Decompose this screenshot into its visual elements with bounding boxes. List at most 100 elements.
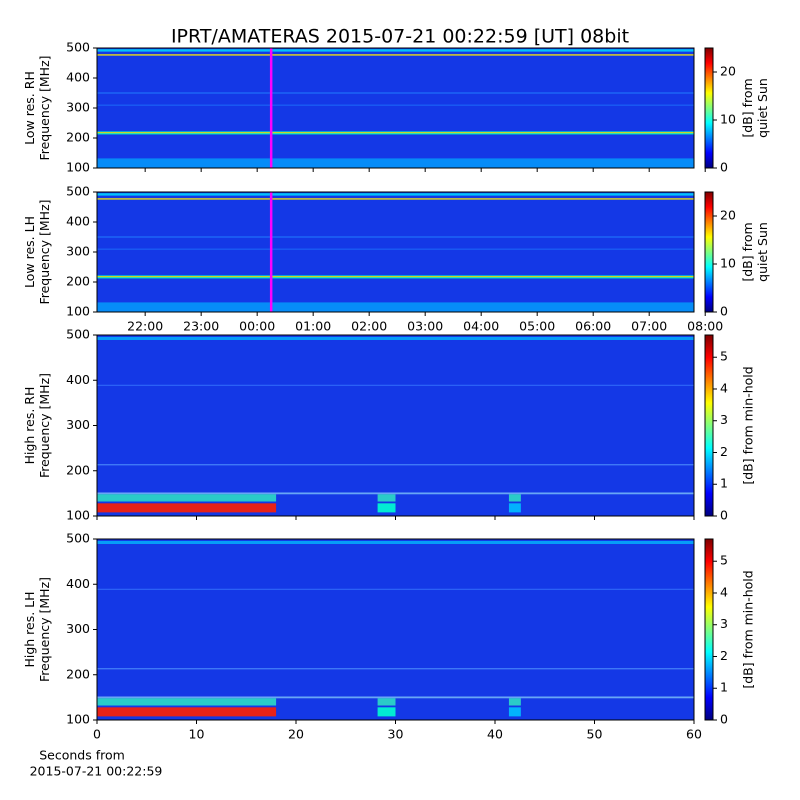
colorbar-label: quiet Sun — [755, 222, 770, 282]
colorbar-tick-label: 1 — [720, 680, 728, 695]
burst — [97, 494, 277, 502]
burst — [508, 503, 521, 513]
y-tick-label: 500 — [66, 327, 90, 342]
y-tick-label: 300 — [66, 244, 90, 259]
y-tick-label: 200 — [66, 462, 90, 477]
colorbar-tick-label: 0 — [720, 304, 728, 319]
colorbar-label: quiet Sun — [755, 78, 770, 138]
colorbar-tick-label: 20 — [720, 208, 736, 223]
x-tick-label: 03:00 — [407, 319, 443, 334]
burst — [377, 707, 396, 717]
colorbar-tick-label: 5 — [720, 553, 728, 568]
y-tick-label: 300 — [66, 417, 90, 432]
x-tick-label: 08:00 — [687, 319, 723, 334]
emission-band — [97, 236, 694, 238]
colorbar-tick-label: 10 — [720, 256, 736, 271]
colorbar-tick-label: 20 — [720, 64, 736, 79]
panel: 100 200 300 400 500 High res. RH Frequency [MH… — [22, 327, 756, 523]
emission-band — [97, 492, 694, 495]
y-tick-label: 100 — [66, 160, 90, 175]
colorbar-tick-label: 0 — [720, 712, 728, 727]
emission-band — [97, 198, 694, 200]
y-tick-label: 400 — [66, 372, 90, 387]
emission-band — [97, 668, 694, 670]
colorbar-tick-label: 2 — [720, 444, 728, 459]
y-tick-label: 100 — [66, 712, 90, 727]
emission-band — [97, 92, 694, 94]
emission-band — [97, 248, 694, 250]
colorbar-label: [dB] from — [740, 78, 755, 137]
x-tick-label: 20 — [288, 727, 304, 742]
x-tick-label: 07:00 — [631, 319, 667, 334]
y-tick-label: 100 — [66, 304, 90, 319]
y-tick-label: 400 — [66, 214, 90, 229]
x-axis-label: 2015-07-21 00:22:59 — [30, 764, 163, 779]
colorbar-tick-label: 2 — [720, 648, 728, 663]
y-tick-label: 300 — [66, 621, 90, 636]
y-axis-label: Low res. RH — [22, 71, 37, 145]
burst — [508, 698, 521, 706]
x-tick-label: 00:00 — [239, 319, 275, 334]
burst — [97, 503, 277, 513]
y-tick-label: 100 — [66, 508, 90, 523]
burst — [377, 698, 396, 706]
y-tick-label: 200 — [66, 274, 90, 289]
emission-band — [97, 541, 694, 544]
x-tick-label: 23:00 — [183, 319, 219, 334]
colorbar-tick-label: 4 — [720, 380, 728, 395]
emission-band — [97, 337, 694, 340]
x-tick-label: 40 — [487, 727, 503, 742]
emission-band — [97, 276, 694, 278]
x-tick-label: 22:00 — [127, 319, 163, 334]
emission-band — [97, 193, 694, 196]
colorbar-label: [dB] from — [740, 222, 755, 281]
y-axis-label: High res. LH — [22, 591, 37, 667]
x-tick-label: 50 — [587, 727, 603, 742]
colorbar-tick-label: 10 — [720, 112, 736, 127]
y-axis-label: Frequency [MHz] — [37, 199, 52, 304]
emission-band — [97, 588, 694, 590]
y-tick-label: 400 — [66, 70, 90, 85]
colorbar-tick-label: 1 — [720, 476, 728, 491]
y-tick-label: 200 — [66, 666, 90, 681]
colorbar-label: [dB] from min-hold — [741, 366, 756, 484]
y-axis-label: Low res. LH — [22, 216, 37, 288]
x-axis-label: Seconds from — [39, 748, 125, 763]
colorbar-tick-label: 0 — [720, 508, 728, 523]
emission-band — [97, 464, 694, 466]
burst — [97, 698, 277, 706]
burst — [508, 494, 521, 502]
y-tick-label: 300 — [66, 100, 90, 115]
colorbar-tick-label: 0 — [720, 160, 728, 175]
y-axis-label: Frequency [MHz] — [37, 577, 52, 682]
colorbar — [704, 191, 714, 313]
spectrogram-background — [97, 539, 694, 720]
burst — [508, 707, 521, 717]
colorbar-tick-label: 5 — [720, 349, 728, 364]
y-tick-label: 500 — [66, 184, 90, 199]
burst — [377, 494, 396, 502]
burst — [97, 707, 277, 717]
x-tick-label: 02:00 — [351, 319, 387, 334]
x-tick-label: 06:00 — [575, 319, 611, 334]
x-tick-label: 01:00 — [295, 319, 331, 334]
y-axis-label: Frequency [MHz] — [37, 55, 52, 160]
figure-title: IPRT/AMATERAS 2015-07-21 00:22:59 [UT] 0… — [171, 26, 629, 48]
emission-band — [97, 696, 694, 699]
y-tick-label: 500 — [66, 40, 90, 55]
x-tick-label: 60 — [686, 727, 702, 742]
colorbar-tick-label: 3 — [720, 412, 728, 427]
spectrogram-background — [97, 335, 694, 516]
emission-band — [97, 158, 694, 168]
y-tick-label: 400 — [66, 576, 90, 591]
spectrogram-background — [97, 48, 694, 168]
x-tick-label: 05:00 — [519, 319, 555, 334]
y-axis-label: High res. RH — [22, 387, 37, 465]
emission-band — [97, 384, 694, 386]
colorbar — [704, 47, 714, 169]
